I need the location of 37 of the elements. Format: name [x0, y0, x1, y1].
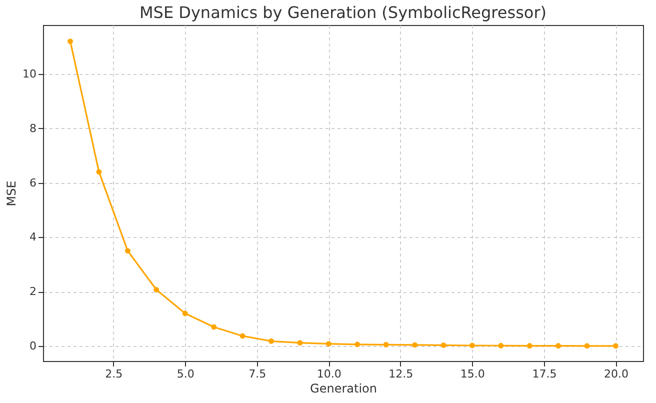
point — [326, 341, 332, 347]
point — [498, 342, 504, 348]
x-tick-label: 5.0 — [176, 368, 194, 380]
x-tick-label: 2.5 — [105, 368, 123, 380]
point — [383, 342, 389, 348]
point — [297, 340, 303, 346]
point — [412, 342, 418, 348]
point — [469, 342, 475, 348]
y-axis-title: MSE — [4, 180, 19, 206]
y-tick-label: 2 — [30, 285, 36, 298]
x-axis-title: Generation — [310, 382, 377, 396]
x-tick-label: 10.0 — [316, 368, 342, 380]
x-tick-label: 7.5 — [248, 368, 266, 380]
chart-title: MSE Dynamics by Generation (SymbolicRegressor) — [139, 3, 547, 22]
point — [556, 343, 562, 348]
point — [124, 248, 130, 254]
point — [354, 342, 360, 348]
x-tick-label: 12.5 — [388, 368, 414, 380]
x-tick-label: 15.0 — [460, 368, 485, 380]
point — [154, 286, 160, 292]
point — [526, 343, 532, 348]
point — [612, 343, 618, 349]
y-tick-label: 10 — [22, 67, 36, 80]
y-tick-label: 8 — [30, 122, 36, 135]
point — [182, 310, 188, 316]
y-tick-label: 4 — [30, 230, 36, 244]
x-tick-label: 20.0 — [604, 368, 628, 380]
point — [268, 338, 274, 344]
point — [68, 38, 74, 44]
y-tick-label: 6 — [30, 176, 36, 190]
point — [240, 333, 246, 339]
x-tick-label: 17.5 — [532, 368, 557, 380]
point — [96, 169, 102, 175]
point — [211, 324, 217, 330]
y-tick-label: 0 — [30, 340, 36, 353]
point — [440, 342, 446, 348]
point — [584, 343, 590, 349]
